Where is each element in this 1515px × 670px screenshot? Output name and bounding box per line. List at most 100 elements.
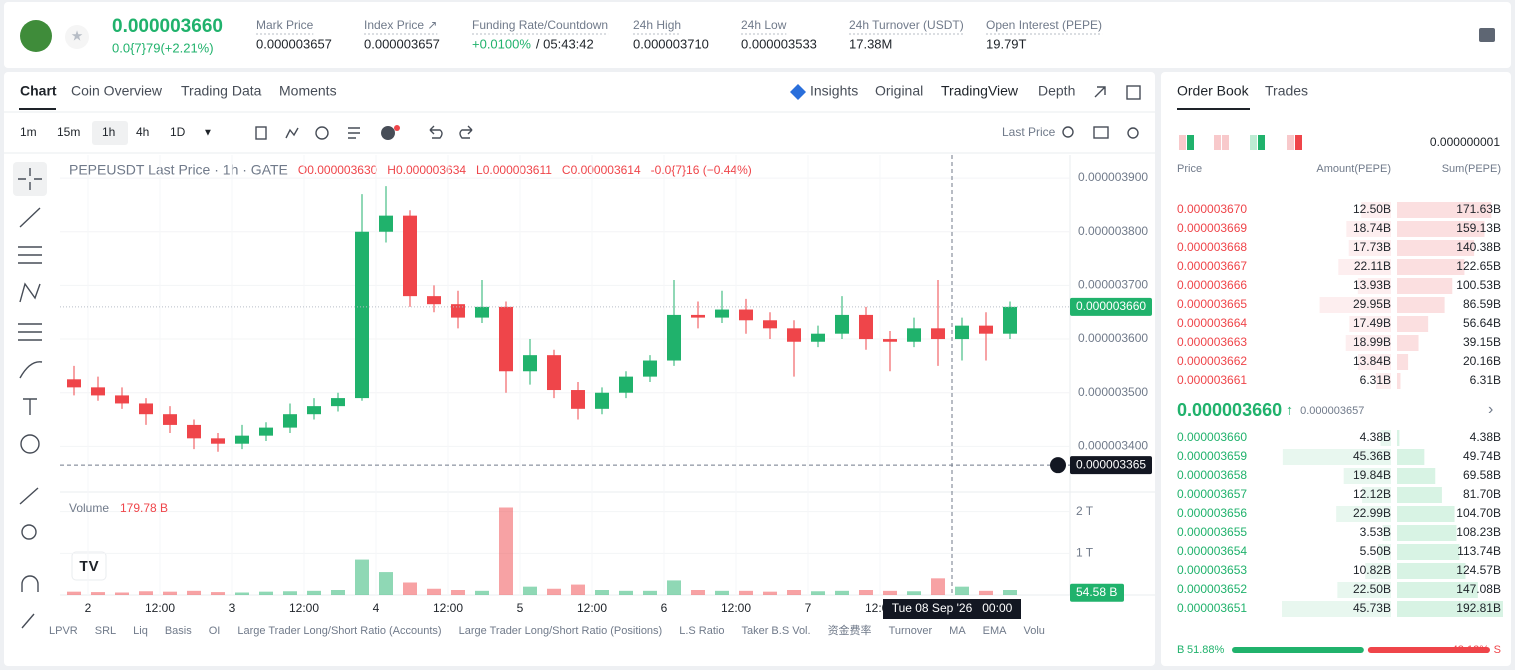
indicator[interactable]: EMA [983,625,1008,637]
channel-tool[interactable] [18,246,42,264]
price-tag [1070,583,1124,602]
search-icon[interactable] [1062,126,1074,138]
stat-label: Funding Rate/Countdown [472,18,608,32]
sum-bar [1397,221,1485,237]
tab[interactable]: Trades [1265,83,1308,99]
favorite-star[interactable] [65,25,89,49]
expand[interactable]: › [1488,401,1493,418]
tab[interactable]: 4h [136,125,149,139]
sell-ratio: 48.12% [1452,644,1490,656]
view-mode[interactable] [1287,135,1294,150]
sum: 113.74B [1457,544,1501,558]
template-icon[interactable] [348,127,360,139]
tab[interactable]: Order Book [1177,83,1250,99]
magnet-tool[interactable] [21,575,39,592]
indicator[interactable]: MA [949,625,966,637]
amount: 13.93B [1353,278,1391,292]
window-icon[interactable] [1126,85,1141,100]
price: 0.000003667 [1177,259,1247,273]
sum-bar [1397,316,1429,332]
indicator[interactable]: Large Trader Long/Short Ratio (Positions… [459,625,663,637]
camera-icon[interactable] [1093,126,1109,139]
stat-value: 0.000003657 [364,36,440,51]
tab[interactable]: Depth [1038,83,1075,99]
text-tool[interactable] [23,398,37,415]
dropdown-arrow[interactable]: ▼ [203,128,213,139]
pencil-tool[interactable] [21,613,35,629]
volume-bar [283,591,297,595]
candle-body [931,328,945,340]
candle-body [187,424,201,439]
volume-bar [571,584,585,595]
indicator[interactable]: Taker B.S Vol. [741,625,810,637]
line-tool[interactable] [19,207,41,228]
indicator[interactable]: L.S Ratio [679,625,724,637]
volume-bar [235,592,249,595]
amount-bar [1365,563,1391,579]
indicator[interactable]: LPVR [49,625,78,637]
tv-logo [71,551,107,581]
indicator[interactable]: Basis [165,625,192,637]
price-change: 0.0{7}79(+2.21%) [112,40,214,55]
tab[interactable]: Insights [810,83,858,99]
precision[interactable]: 0.000000001 [1430,135,1500,149]
indicator[interactable]: Liq [133,625,148,637]
zoom-tool[interactable] [21,524,37,540]
tab[interactable]: 1m [20,125,37,139]
view-mode[interactable] [1179,135,1186,150]
amount-bar [1349,316,1391,332]
indicator[interactable]: Volu [1024,625,1045,637]
tab[interactable]: Coin Overview [71,83,163,99]
tab[interactable]: Moments [279,83,337,99]
tab[interactable]: 15m [57,125,80,139]
indicator[interactable]: Large Trader Long/Short Ratio (Accounts) [237,625,441,637]
volume-bar [691,590,705,595]
view-mode[interactable] [1250,135,1257,150]
price: 0.000003660 [1177,430,1247,444]
settings-icon[interactable] [1127,127,1139,139]
tab[interactable]: Original [875,83,923,99]
view-mode[interactable] [1214,135,1221,150]
amount: 22.11B [1354,259,1391,273]
crosshair-tool[interactable] [18,168,42,190]
indicator[interactable]: SRL [95,625,116,637]
price-tag [1070,297,1152,316]
indicator[interactable]: OI [209,625,221,637]
emoji-tool[interactable] [20,434,40,454]
candle-body [667,314,681,361]
tab[interactable]: 1h [102,125,115,139]
tab[interactable]: Chart [20,83,57,99]
candle-body [715,309,729,318]
dot [394,125,400,131]
brush-tool[interactable] [19,361,43,379]
amount-bar [1382,525,1391,541]
indicator[interactable]: 资金费率 [828,623,872,637]
price: 0.000003666 [1177,278,1247,292]
pattern-tool[interactable] [19,282,41,303]
candle-icon[interactable] [255,126,267,140]
price-tag [1070,456,1152,475]
sum: 49.74B [1463,449,1501,463]
add-alert[interactable] [1050,457,1066,474]
price-type[interactable]: Last Price [1002,125,1056,139]
redo-icon[interactable] [459,125,473,139]
view-mode [1295,135,1302,150]
x-tick-label: 12:00 [289,601,319,615]
layout-button[interactable] [1479,28,1495,42]
volume-legend: 179.78 B [120,501,168,515]
tab[interactable]: 1D [170,125,186,139]
undo-icon[interactable] [429,125,443,139]
indicator[interactable]: Turnover [889,625,933,637]
tab[interactable]: Trading Data [181,83,262,99]
sum-bar [1397,430,1400,446]
add-icon[interactable] [381,126,395,140]
amount-bar [1336,506,1391,522]
tab[interactable]: TradingView [941,83,1019,99]
fib-tool[interactable] [18,323,42,341]
ruler-tool[interactable] [19,487,39,505]
fullscreen-icon[interactable] [1094,86,1106,98]
reset-icon[interactable] [315,126,329,140]
candle-body [163,414,177,425]
x-tick-label: 12:00 [577,601,607,615]
indicator-icon[interactable] [285,127,299,139]
